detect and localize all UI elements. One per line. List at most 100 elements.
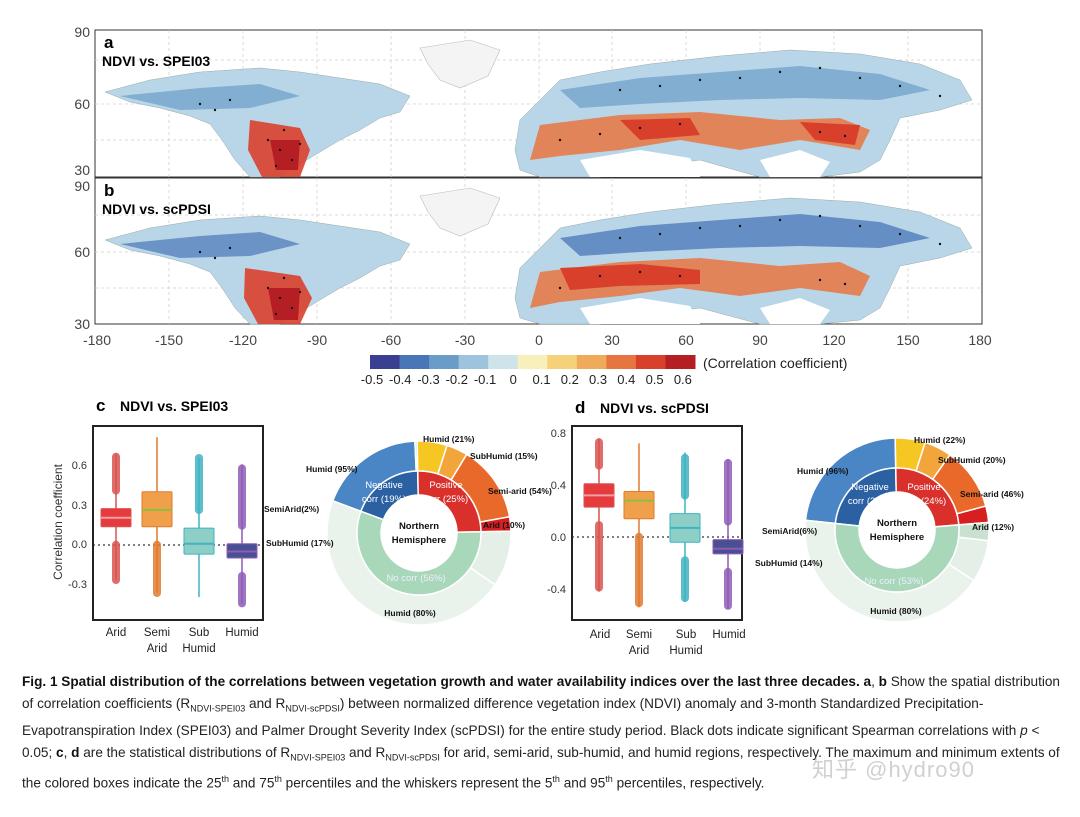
xtick-semiarid: Semi Arid	[144, 627, 170, 655]
lon-tick: 0	[535, 332, 543, 348]
panel-c-title: NDVI vs. SPEI03	[120, 398, 228, 414]
figure: a NDVI vs. SPEI03 90 60 30	[51, 24, 1024, 657]
colorbar-tick: -0.5	[361, 372, 383, 387]
panel-d-axes	[571, 425, 743, 621]
caption-sup: th	[552, 774, 560, 785]
colorbar-swatch	[429, 355, 460, 369]
colorbar-tick: -0.3	[417, 372, 439, 387]
lon-tick: 150	[896, 332, 920, 348]
outliers-high	[195, 454, 203, 515]
inner-slice-label: Positive	[907, 482, 940, 493]
map-b-positive-hotspots	[120, 214, 930, 324]
outer-slice-label: SubHumid (14%)	[755, 558, 823, 568]
outliers-high	[112, 452, 120, 495]
panel-c-yticks: 0.6 0.3 0.0 -0.3	[68, 460, 87, 591]
box-sub-humid	[183, 527, 215, 555]
colorbar-tick: 0.4	[617, 372, 635, 387]
panel-c-xticks: Arid Semi Arid Sub Humid Humid	[106, 627, 259, 655]
panel-c-letter: c	[96, 396, 105, 415]
map-a-title: NDVI vs. SPEI03	[102, 53, 210, 69]
caption-text: and R	[245, 696, 286, 711]
ytick: 0.8	[551, 428, 566, 440]
caption-text: for arid, semi-arid, sub-humid, and humi…	[22, 744, 1060, 791]
caption-sup: th	[274, 774, 282, 785]
colorbar-tick: -0.2	[446, 372, 468, 387]
caption-text: ) between normalized difference vegetati…	[22, 696, 1021, 738]
outer-slice-label: Humid (96%)	[797, 466, 849, 476]
caption-comma: ,	[871, 674, 879, 689]
caption-sup: th	[605, 774, 613, 785]
outer-slice-label: Humid (80%)	[384, 608, 436, 618]
lat-tick-a-90: 90	[74, 24, 90, 40]
sahara-gap-b	[580, 298, 700, 324]
donut-hole	[859, 492, 935, 568]
lat-tick-b-60: 60	[74, 244, 90, 260]
lat-tick-b-90: 90	[74, 178, 90, 194]
ytick: 0.6	[72, 460, 87, 472]
lon-tick: 180	[968, 332, 992, 348]
colorbar-tick: 0.5	[646, 372, 664, 387]
donut-hole	[381, 495, 457, 571]
lon-tick: 30	[604, 332, 620, 348]
donut-center-label: Hemisphere	[870, 532, 924, 543]
ytick: 0.0	[551, 532, 566, 544]
ytick: 0.0	[72, 539, 87, 551]
tibet-gap-b	[760, 298, 830, 324]
caption-text: are the statistical distributions of R	[79, 744, 291, 760]
greenland-a	[419, 39, 501, 89]
outer-slice-label: SemiArid(6%)	[762, 526, 817, 536]
xtick-arid: Arid	[106, 627, 126, 639]
lat-tick-a-60: 60	[74, 96, 90, 112]
caption-label-b: b	[878, 674, 887, 689]
colorbar-swatch	[458, 355, 489, 369]
caption-p: p	[1020, 722, 1028, 738]
lon-tick: 60	[678, 332, 694, 348]
donut-center-label: Northern	[877, 518, 917, 529]
colorbar-swatch	[576, 355, 607, 369]
caption-label-a: a	[863, 674, 872, 689]
outer-slice-label: Semi-arid (54%)	[488, 486, 552, 496]
outer-slice-label: SemiArid(2%)	[264, 504, 319, 514]
caption-comma: ,	[63, 744, 72, 760]
lon-tick: -90	[307, 332, 327, 348]
map-b-letter: b	[104, 181, 114, 200]
lon-tick: -30	[455, 332, 475, 348]
inner-slice-label: corr (19%)	[362, 494, 406, 505]
colorbar-swatch	[488, 355, 519, 369]
map-a-significance-dots	[198, 66, 942, 168]
lat-tick-b-30: 30	[74, 316, 90, 332]
outliers-low	[681, 556, 689, 602]
inner-slice-label: Positive	[429, 480, 462, 491]
xtick-semiarid: Semi Arid	[626, 629, 652, 657]
map-a-positive-hotspots	[120, 66, 930, 177]
outliers-low	[595, 521, 603, 592]
ytick: 0.3	[72, 500, 87, 512]
outliers-low	[635, 532, 643, 608]
outliers-low	[238, 572, 246, 608]
watermark: 知乎 @hydro90	[812, 757, 975, 782]
caption-sub: NDVI-SPEI03	[190, 703, 246, 714]
colorbar-swatch	[665, 355, 696, 369]
caption-text: and 75	[229, 775, 275, 791]
caption-sup: th	[221, 774, 230, 785]
outliers-low	[724, 567, 732, 610]
colorbar-tick: 0.6	[674, 372, 692, 387]
box-semi-arid	[623, 491, 655, 520]
colorbar-label: (Correlation coefficient)	[703, 355, 847, 371]
donut-center-label: Hemisphere	[392, 535, 446, 546]
outliers-low	[153, 540, 161, 597]
lon-tick: -120	[229, 332, 257, 348]
xtick-humid: Humid	[225, 627, 258, 639]
outer-slice-label: Arid (10%)	[483, 520, 525, 530]
caption-title: Fig. 1 Spatial distribution of the corre…	[22, 674, 860, 689]
panel-d-xticks: Arid Semi Arid Sub Humid Humid	[590, 629, 746, 657]
colorbar-swatch	[606, 355, 637, 369]
map-b-significance-dots	[198, 214, 942, 316]
ytick: -0.3	[68, 579, 87, 591]
panel-d-yticks: 0.8 0.4 0.0 -0.4	[547, 428, 566, 596]
colorbar-tick: 0	[510, 372, 517, 387]
ytick: 0.4	[551, 480, 566, 492]
colorbar-swatch	[370, 355, 401, 369]
caption-text: < 0.05;	[22, 722, 1040, 760]
caption-sub: NDVI-scPDSI	[285, 703, 340, 714]
